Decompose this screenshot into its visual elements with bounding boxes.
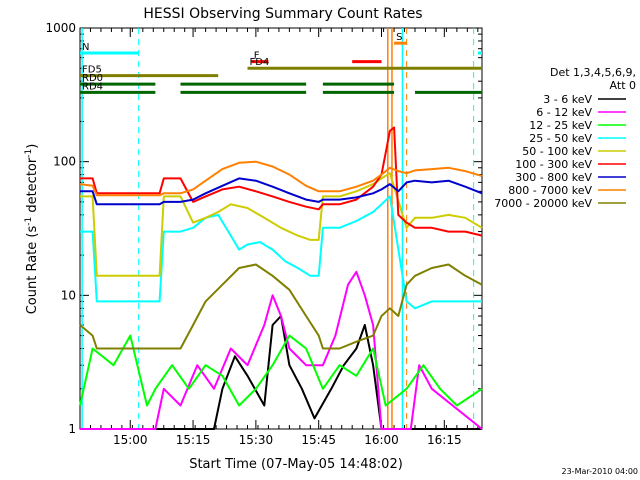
legend-label: 3 - 6 keV [543,93,592,106]
series-line [80,195,482,310]
state-bar-label: S [396,32,402,43]
legend-label: 100 - 300 keV [515,158,592,171]
x-tick-label: 15:00 [113,433,148,447]
x-tick-label: 15:15 [176,433,211,447]
x-axis-label: Start Time (07-May-05 14:48:02) [189,457,403,472]
x-tick-label: 15:45 [301,433,336,447]
state-bar-label: FD4 [250,57,270,68]
legend-label: 50 - 100 keV [522,145,592,158]
x-tick-label: 16:15 [427,433,462,447]
x-tick-label: 15:30 [239,433,274,447]
state-bar-label: RD0 [82,73,103,84]
x-tick-label: 16:00 [364,433,399,447]
series-line [79,160,483,197]
legend-label: 800 - 7000 keV [508,184,592,197]
legend-label: 12 - 25 keV [529,119,592,132]
series-line [80,270,483,430]
y-axis-label: Count Rate (s-1 detector-1) [24,144,40,315]
state-bar-label: RD4 [82,81,103,92]
series-line [80,172,483,277]
legend-title: Det 1,3,4,5,6,9, [550,66,636,79]
y-tick-label: 1000 [45,21,76,35]
series-line [80,126,483,237]
state-bar-label: F [254,51,260,62]
y-tick-label: 100 [53,155,76,169]
series-line [80,315,482,430]
chart-title: HESSI Observing Summary Count Rates [143,6,422,22]
state-bar-label: FD5 [82,65,102,76]
footer-timestamp: 23-Mar-2010 04:00 [562,467,639,476]
y-tick-label: 1 [68,422,76,436]
y-tick-label: 10 [61,288,76,302]
legend-label: 6 - 12 keV [536,106,592,119]
plot-area: 1 10 100 1000 15:00 15:15 15:30 15:45 16:00 16:15… [45,21,483,447]
legend-label: 25 - 50 keV [529,132,592,145]
series-line [79,334,483,407]
series-line [80,177,483,206]
plot-frame [79,27,483,430]
state-bar-label: N [82,42,89,53]
legend-label: 7000 - 20000 keV [494,197,592,210]
legend-title: Att 0 [610,79,636,92]
legend-label: 300 - 800 keV [515,171,592,184]
series-line [79,263,483,350]
